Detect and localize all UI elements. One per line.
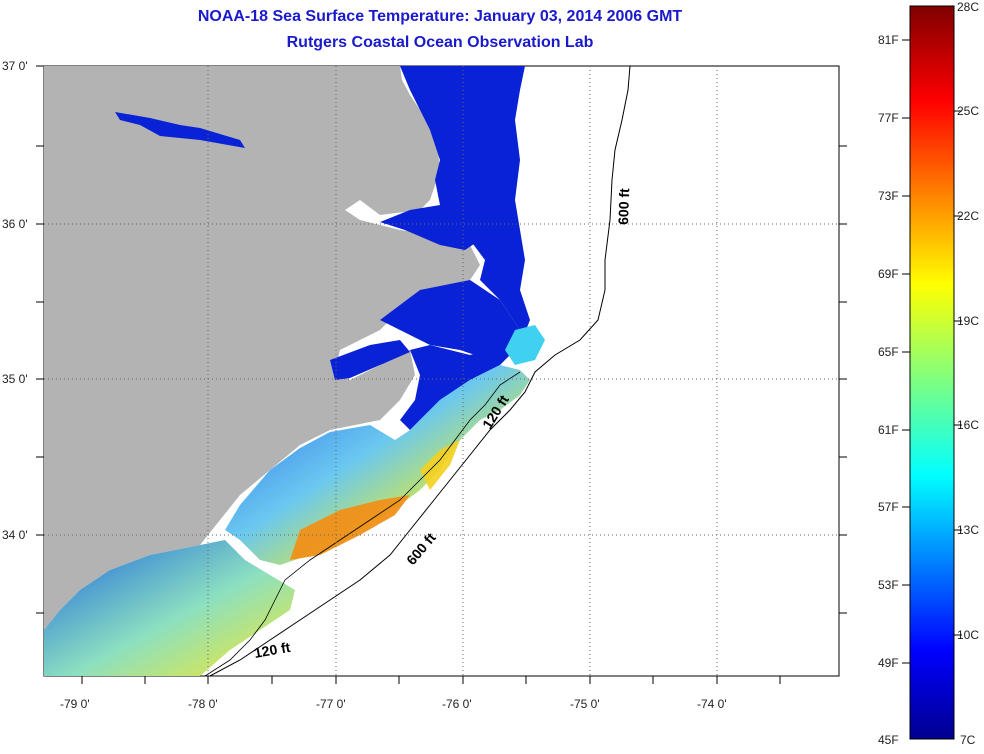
- pamlico-sound: [380, 280, 520, 360]
- colorbar-f-label: 73F: [878, 189, 899, 203]
- northern-river: [115, 112, 245, 148]
- lat-label: 34 0': [2, 528, 28, 542]
- lat-label: 35 0': [2, 372, 28, 386]
- colorbar-c-label: 10C: [957, 628, 980, 642]
- colorbar-f-label: 81F: [878, 33, 899, 47]
- lat-label: 37 0': [2, 59, 28, 73]
- contour-600ft-north: [209, 66, 631, 676]
- colorbar-f-label: 65F: [878, 345, 899, 359]
- contour-label: 120 ft: [253, 639, 292, 661]
- land-mass: [44, 66, 480, 630]
- colorbar-c-label: 25C: [957, 104, 980, 118]
- cold-water-north: [400, 66, 530, 430]
- colorbar-c-label: 16C: [957, 418, 980, 432]
- colorbar-f-label: 49F: [878, 656, 899, 670]
- cyan-patch: [505, 325, 545, 365]
- colorbar-ticks: [902, 39, 962, 664]
- contour-label: 600 ft: [615, 188, 632, 225]
- graticule: [44, 66, 839, 676]
- chart-title: NOAA-18 Sea Surface Temperature: January…: [197, 8, 683, 25]
- colorbar: [909, 5, 955, 740]
- colorbar-c-label: 28C: [957, 0, 980, 14]
- shelf-water-south: [225, 365, 530, 565]
- colorbar-c-label: 19C: [957, 314, 980, 328]
- colorbar-f-label: 77F: [878, 111, 899, 125]
- warm-core: [290, 495, 410, 560]
- chart-subtitle: Rutgers Coastal Ocean Observation Lab: [286, 34, 594, 51]
- lon-label: -75 0': [570, 697, 600, 711]
- colorbar-f-label: 57F: [878, 500, 899, 514]
- lon-label: -74 0': [697, 697, 727, 711]
- lon-label: -76 0': [442, 697, 472, 711]
- colorbar-c-label: 7C: [960, 733, 976, 747]
- warm-fringe: [420, 440, 460, 490]
- lat-label: 36 0': [2, 217, 28, 231]
- shelf-water-southwest: [44, 540, 295, 676]
- colorbar-f-label: 61F: [878, 423, 899, 437]
- colorbar-f-label: 45F: [878, 733, 899, 747]
- colorbar-f-label: 53F: [878, 578, 899, 592]
- lon-label: -79 0': [60, 697, 90, 711]
- neuse-river: [330, 340, 410, 380]
- lon-label: -77 0': [316, 697, 346, 711]
- contour-120ft: [204, 371, 521, 676]
- frame-ticks: [36, 65, 847, 684]
- colorbar-c-label: 13C: [957, 523, 980, 537]
- colorbar-c-label: 22C: [957, 209, 980, 223]
- colorbar-f-label: 69F: [878, 267, 899, 281]
- lon-label: -78 0': [188, 697, 218, 711]
